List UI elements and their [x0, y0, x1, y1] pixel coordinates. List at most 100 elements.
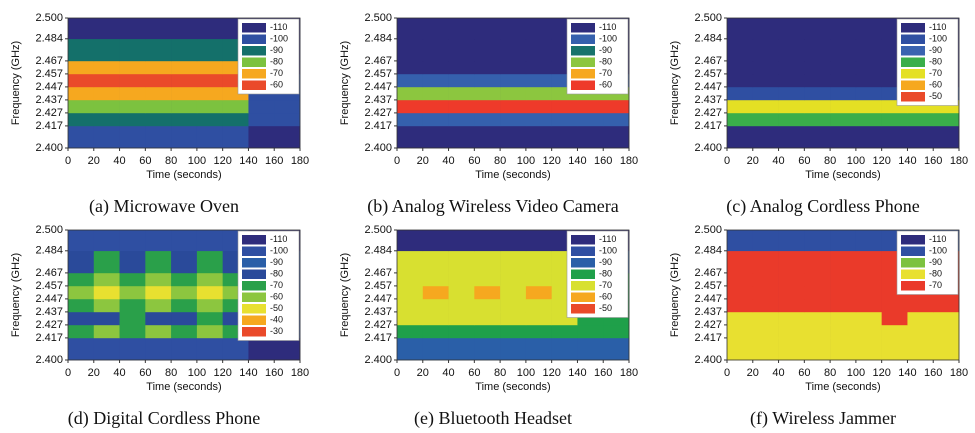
heat-cell	[68, 18, 94, 39]
legend-label: -100	[929, 34, 947, 44]
heat-cell	[197, 39, 223, 61]
heat-cell	[500, 325, 526, 338]
caption: (d) Digital Cordless Phone	[68, 408, 260, 429]
y-tick-label: 2.400	[694, 354, 722, 366]
y-tick-label: 2.484	[35, 245, 63, 257]
heat-cell	[753, 113, 779, 126]
heat-cell	[804, 100, 830, 113]
heat-cell	[68, 113, 94, 126]
heat-cell	[830, 100, 856, 113]
y-tick-label: 2.457	[364, 68, 392, 80]
heat-cell	[474, 286, 500, 299]
heat-cell	[830, 126, 856, 148]
x-tick-label: 40	[442, 155, 454, 167]
y-tick-label: 2.427	[694, 319, 722, 331]
x-tick-label: 0	[65, 155, 71, 167]
heat-cell	[856, 312, 882, 325]
heat-cell	[804, 273, 830, 286]
y-tick-label: 2.484	[35, 33, 63, 45]
y-tick-label: 2.467	[694, 267, 722, 279]
heat-cell	[804, 299, 830, 312]
heat-cell	[68, 338, 94, 360]
legend-swatch	[242, 58, 266, 68]
heat-cell	[68, 126, 94, 148]
heat-cell	[882, 299, 908, 312]
x-tick-label: 0	[394, 367, 400, 379]
figure: 2.4002.4172.4272.4372.4472.4572.4672.484…	[0, 0, 975, 433]
legend-swatch	[242, 316, 266, 326]
legend-swatch	[901, 46, 925, 56]
x-tick-label: 0	[65, 367, 71, 379]
y-tick-label: 2.447	[364, 81, 392, 93]
heat-cell	[145, 18, 171, 39]
heat-cell	[197, 87, 223, 100]
heat-cell	[274, 126, 300, 148]
heat-cell	[526, 286, 552, 299]
heat-cell	[727, 74, 753, 87]
heat-cell	[120, 100, 146, 113]
legend-swatch	[242, 35, 266, 45]
heat-cell	[804, 312, 830, 325]
x-tick-label: 0	[724, 367, 730, 379]
heat-cell	[171, 338, 197, 360]
y-tick-label: 2.427	[35, 319, 63, 331]
heat-cell	[500, 251, 526, 273]
heat-cell	[120, 312, 146, 325]
legend-label: -80	[270, 269, 283, 279]
heat-cell	[197, 273, 223, 286]
heat-cell	[856, 230, 882, 251]
heat-cell	[727, 126, 753, 148]
heat-cell	[68, 299, 94, 312]
heat-cell	[856, 39, 882, 61]
legend-swatch	[901, 69, 925, 79]
heat-cell	[882, 113, 908, 126]
x-tick-label: 160	[594, 367, 612, 379]
heat-cell	[779, 113, 805, 126]
heat-cell	[274, 100, 300, 113]
heat-cell	[197, 74, 223, 87]
heat-cell	[171, 87, 197, 100]
heat-cell	[907, 312, 933, 325]
heat-cell	[779, 18, 805, 39]
heat-cell	[552, 338, 578, 360]
heat-cell	[526, 273, 552, 286]
heat-cell	[856, 338, 882, 360]
heat-cell	[500, 74, 526, 87]
heat-cell	[94, 74, 120, 87]
x-tick-label: 20	[417, 367, 429, 379]
heat-cell	[197, 230, 223, 251]
heat-cell	[397, 87, 423, 100]
heat-cell	[94, 286, 120, 299]
y-tick-label: 2.427	[35, 107, 63, 119]
heat-cell	[68, 325, 94, 338]
legend-swatch	[571, 258, 595, 268]
heat-cell	[500, 87, 526, 100]
x-tick-label: 140	[898, 367, 916, 379]
heat-cell	[727, 312, 753, 325]
y-tick-label: 2.447	[364, 293, 392, 305]
x-tick-label: 100	[188, 367, 206, 379]
heat-cell	[882, 325, 908, 338]
heat-cell	[804, 126, 830, 148]
heat-cell	[474, 87, 500, 100]
heat-cell	[779, 312, 805, 325]
legend-swatch	[901, 270, 925, 280]
heat-cell	[120, 286, 146, 299]
heat-cell	[449, 113, 475, 126]
heat-cell	[804, 61, 830, 74]
heat-cell	[526, 74, 552, 87]
heat-cell	[94, 325, 120, 338]
heat-cell	[933, 113, 959, 126]
heat-cell	[552, 126, 578, 148]
legend-label: -100	[929, 246, 947, 256]
y-tick-label: 2.447	[694, 293, 722, 305]
heat-cell	[223, 338, 249, 360]
caption: (c) Analog Cordless Phone	[726, 196, 919, 217]
heat-cell	[727, 100, 753, 113]
heat-cell	[526, 338, 552, 360]
heat-cell	[120, 113, 146, 126]
heat-cell	[68, 251, 94, 273]
heat-cell	[727, 286, 753, 299]
heat-cell	[94, 113, 120, 126]
heat-cell	[120, 273, 146, 286]
